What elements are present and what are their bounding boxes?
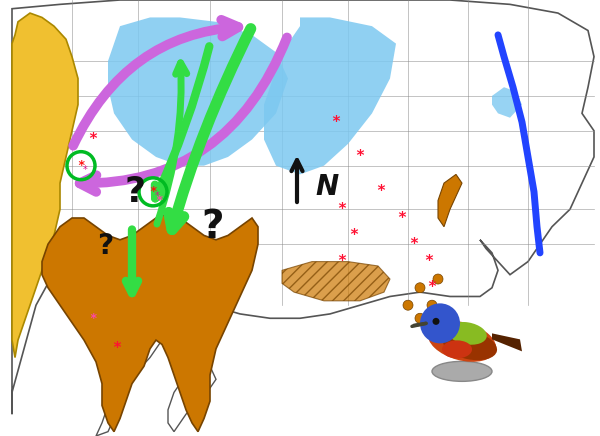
Circle shape xyxy=(415,313,425,323)
Polygon shape xyxy=(282,262,390,301)
Polygon shape xyxy=(264,17,396,174)
Text: *: * xyxy=(436,307,446,321)
Text: *: * xyxy=(349,228,359,243)
Ellipse shape xyxy=(432,361,492,382)
Circle shape xyxy=(403,300,413,310)
Ellipse shape xyxy=(428,321,496,362)
Text: *: * xyxy=(355,150,365,164)
Text: ?: ? xyxy=(97,232,113,260)
Circle shape xyxy=(433,274,443,284)
Text: *: * xyxy=(83,165,88,175)
Text: *: * xyxy=(376,184,386,199)
Text: ?: ? xyxy=(125,175,146,209)
Text: *: * xyxy=(155,194,163,207)
Text: *: * xyxy=(112,341,122,356)
Polygon shape xyxy=(12,13,78,358)
Circle shape xyxy=(420,303,460,344)
Polygon shape xyxy=(492,87,522,118)
Circle shape xyxy=(427,300,437,310)
Ellipse shape xyxy=(447,322,487,345)
Polygon shape xyxy=(492,334,522,351)
Text: *: * xyxy=(149,185,157,198)
Polygon shape xyxy=(12,0,594,414)
Polygon shape xyxy=(84,227,216,436)
Text: *: * xyxy=(77,159,85,172)
Text: *: * xyxy=(331,115,341,129)
Polygon shape xyxy=(438,174,462,227)
Polygon shape xyxy=(42,214,258,432)
Text: ?: ? xyxy=(202,208,224,246)
Ellipse shape xyxy=(443,330,497,360)
Ellipse shape xyxy=(442,341,472,358)
Circle shape xyxy=(433,318,439,325)
Text: *: * xyxy=(424,254,434,269)
Text: *: * xyxy=(409,237,419,252)
Text: *: * xyxy=(337,254,347,269)
Text: N: N xyxy=(315,174,338,201)
Circle shape xyxy=(415,283,425,293)
Text: *: * xyxy=(155,191,160,201)
Text: *: * xyxy=(397,211,407,225)
Text: *: * xyxy=(337,202,347,217)
Text: *: * xyxy=(427,280,437,295)
Polygon shape xyxy=(108,17,288,166)
Text: *: * xyxy=(89,312,97,325)
Text: *: * xyxy=(88,132,98,147)
